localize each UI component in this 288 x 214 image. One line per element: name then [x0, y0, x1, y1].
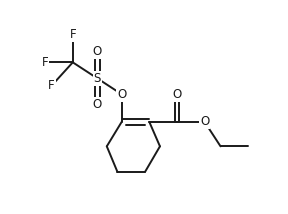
Text: O: O [200, 115, 209, 128]
Text: F: F [69, 28, 76, 41]
Text: S: S [94, 72, 101, 85]
Text: O: O [117, 88, 126, 101]
Text: F: F [48, 79, 55, 92]
Text: O: O [93, 98, 102, 111]
Text: O: O [172, 88, 181, 101]
Text: O: O [93, 45, 102, 58]
Text: F: F [42, 56, 48, 69]
